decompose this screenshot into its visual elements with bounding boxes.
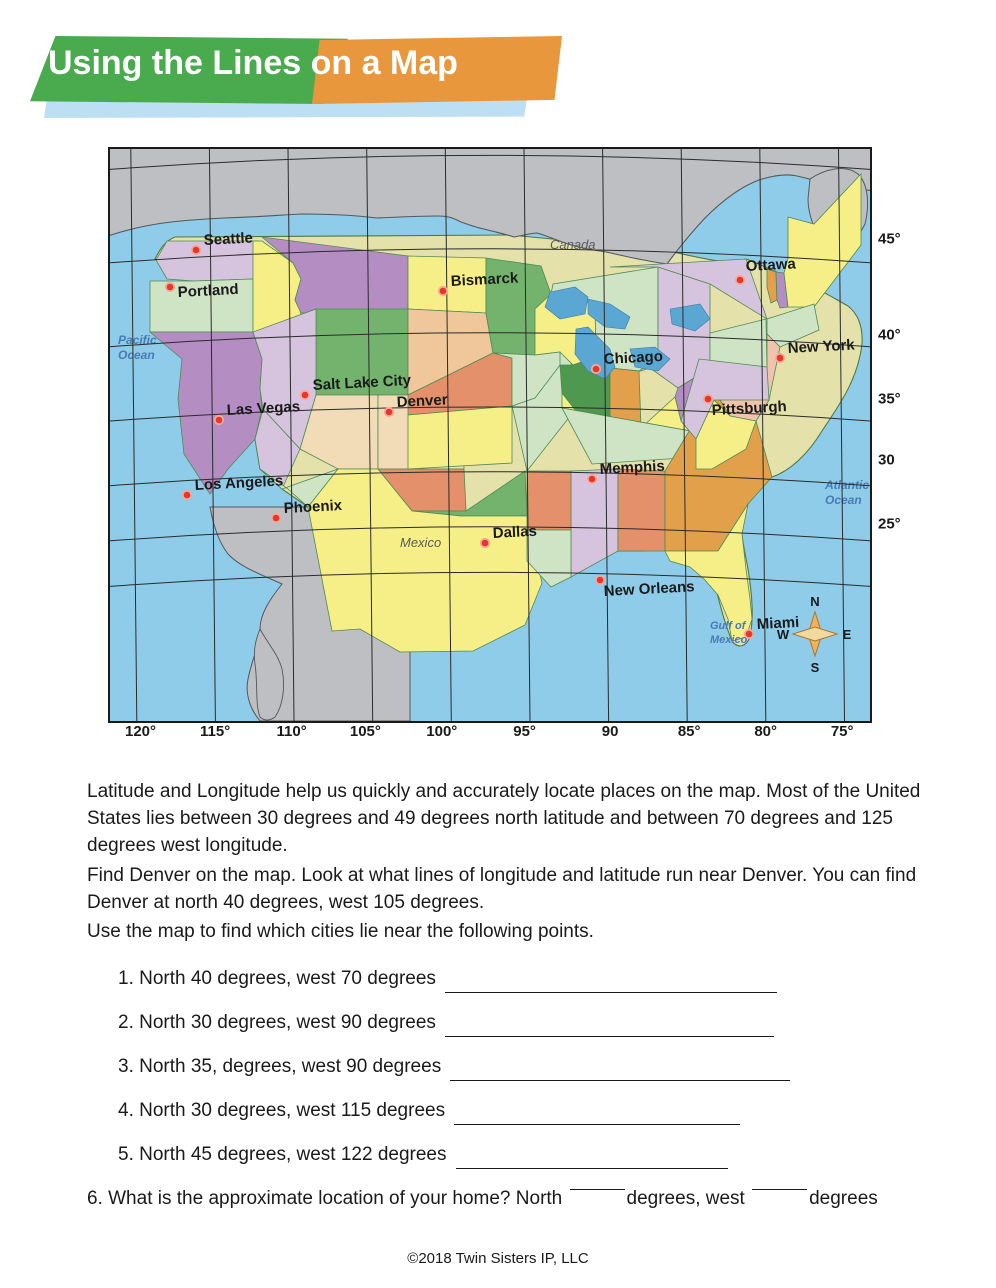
svg-text:Bismarck: Bismarck — [450, 269, 519, 290]
svg-text:Mexico: Mexico — [400, 535, 441, 550]
svg-text:Mexico: Mexico — [710, 634, 748, 646]
svg-text:Denver: Denver — [396, 391, 448, 411]
svg-text:N: N — [810, 594, 819, 609]
svg-text:Ottawa: Ottawa — [745, 255, 796, 275]
svg-text:Seattle: Seattle — [203, 229, 253, 249]
svg-text:Phoenix: Phoenix — [283, 497, 343, 517]
svg-text:Portland: Portland — [177, 281, 239, 301]
svg-text:Gulf of: Gulf of — [710, 620, 747, 632]
svg-text:Chicago: Chicago — [603, 348, 663, 368]
svg-text:Ocean: Ocean — [825, 493, 862, 507]
svg-text:Dallas: Dallas — [492, 523, 537, 542]
svg-text:S: S — [811, 660, 820, 675]
svg-text:New York: New York — [787, 336, 855, 357]
svg-text:Memphis: Memphis — [599, 458, 665, 478]
svg-text:W: W — [777, 627, 790, 642]
svg-text:Ocean: Ocean — [118, 348, 155, 362]
svg-text:E: E — [843, 627, 852, 642]
